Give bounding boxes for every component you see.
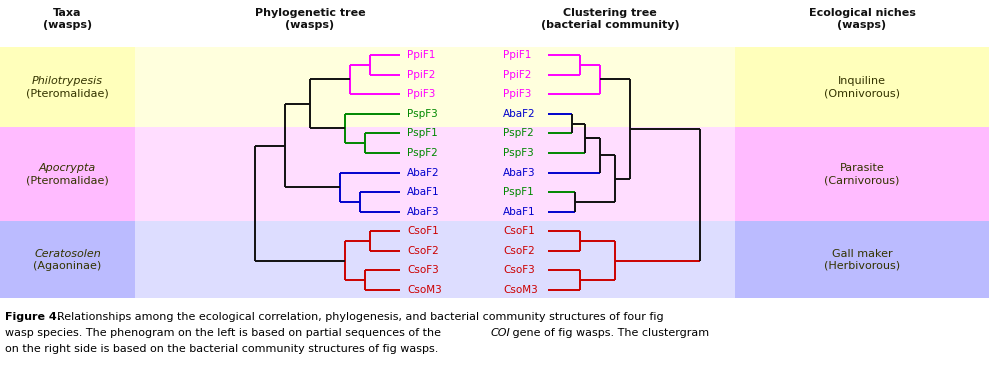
Bar: [0, 47, 135, 128]
Text: Inquiline: Inquiline: [838, 76, 886, 86]
Text: PpiF3: PpiF3: [407, 89, 435, 99]
Bar: [135, 222, 735, 298]
Text: (bacterial community): (bacterial community): [541, 20, 679, 30]
Text: PspF1: PspF1: [503, 187, 534, 197]
Text: CsoF1: CsoF1: [407, 226, 439, 236]
Text: Gall maker: Gall maker: [832, 249, 892, 259]
Bar: [735, 128, 989, 222]
Text: PspF3: PspF3: [503, 148, 534, 158]
Text: CsoF2: CsoF2: [407, 246, 439, 256]
Text: (wasps): (wasps): [838, 20, 886, 30]
Text: AbaF1: AbaF1: [503, 207, 536, 217]
Text: wasp species. The phenogram on the left is based on partial sequences of the: wasp species. The phenogram on the left …: [5, 328, 444, 338]
Text: AbaF2: AbaF2: [503, 109, 536, 119]
Text: CsoF3: CsoF3: [407, 266, 439, 275]
Text: Parasite: Parasite: [840, 163, 884, 174]
Text: (Pteromalidae): (Pteromalidae): [26, 88, 109, 98]
Bar: [0, 128, 135, 222]
Bar: [135, 128, 735, 222]
Text: PspF1: PspF1: [407, 128, 438, 138]
Text: AbaF3: AbaF3: [503, 167, 536, 177]
Text: PpiF2: PpiF2: [407, 69, 435, 80]
Text: Relationships among the ecological correlation, phylogenesis, and bacterial comm: Relationships among the ecological corre…: [57, 312, 664, 322]
Text: gene of fig wasps. The clustergram: gene of fig wasps. The clustergram: [509, 328, 709, 338]
Bar: [135, 47, 735, 128]
Bar: [0, 222, 135, 298]
Bar: [735, 47, 989, 128]
Text: PpiF3: PpiF3: [503, 89, 531, 99]
Text: CsoF3: CsoF3: [503, 266, 535, 275]
Text: Apocrypta: Apocrypta: [39, 163, 96, 174]
Text: (Pteromalidae): (Pteromalidae): [26, 176, 109, 186]
Text: PpiF1: PpiF1: [407, 50, 435, 60]
Text: AbaF3: AbaF3: [407, 207, 440, 217]
Text: Taxa: Taxa: [53, 8, 82, 18]
Text: Figure 4.: Figure 4.: [5, 312, 61, 322]
Text: PspF3: PspF3: [407, 109, 438, 119]
Text: (Herbivorous): (Herbivorous): [824, 261, 900, 271]
Text: AbaF1: AbaF1: [407, 187, 440, 197]
Text: PpiF2: PpiF2: [503, 69, 531, 80]
Text: (wasps): (wasps): [286, 20, 334, 30]
Text: CsoM3: CsoM3: [503, 285, 538, 295]
Text: CsoF1: CsoF1: [503, 226, 535, 236]
Text: CsoF2: CsoF2: [503, 246, 535, 256]
Text: (Omnivorous): (Omnivorous): [824, 88, 900, 98]
Text: CsoM3: CsoM3: [407, 285, 442, 295]
Bar: [735, 222, 989, 298]
Text: PpiF1: PpiF1: [503, 50, 531, 60]
Text: AbaF2: AbaF2: [407, 167, 440, 177]
Text: Ecological niches: Ecological niches: [809, 8, 916, 18]
Text: (Agaoninae): (Agaoninae): [34, 261, 102, 271]
Text: (wasps): (wasps): [43, 20, 92, 30]
Text: Ceratosolen: Ceratosolen: [35, 249, 101, 259]
Text: on the right side is based on the bacterial community structures of fig wasps.: on the right side is based on the bacter…: [5, 344, 438, 354]
Text: Phylogenetic tree: Phylogenetic tree: [255, 8, 365, 18]
Text: COI: COI: [491, 328, 510, 338]
Text: Philotrypesis: Philotrypesis: [32, 76, 103, 86]
Text: PspF2: PspF2: [407, 148, 438, 158]
Text: Clustering tree: Clustering tree: [563, 8, 657, 18]
Text: PspF2: PspF2: [503, 128, 534, 138]
Text: (Carnivorous): (Carnivorous): [824, 176, 900, 186]
